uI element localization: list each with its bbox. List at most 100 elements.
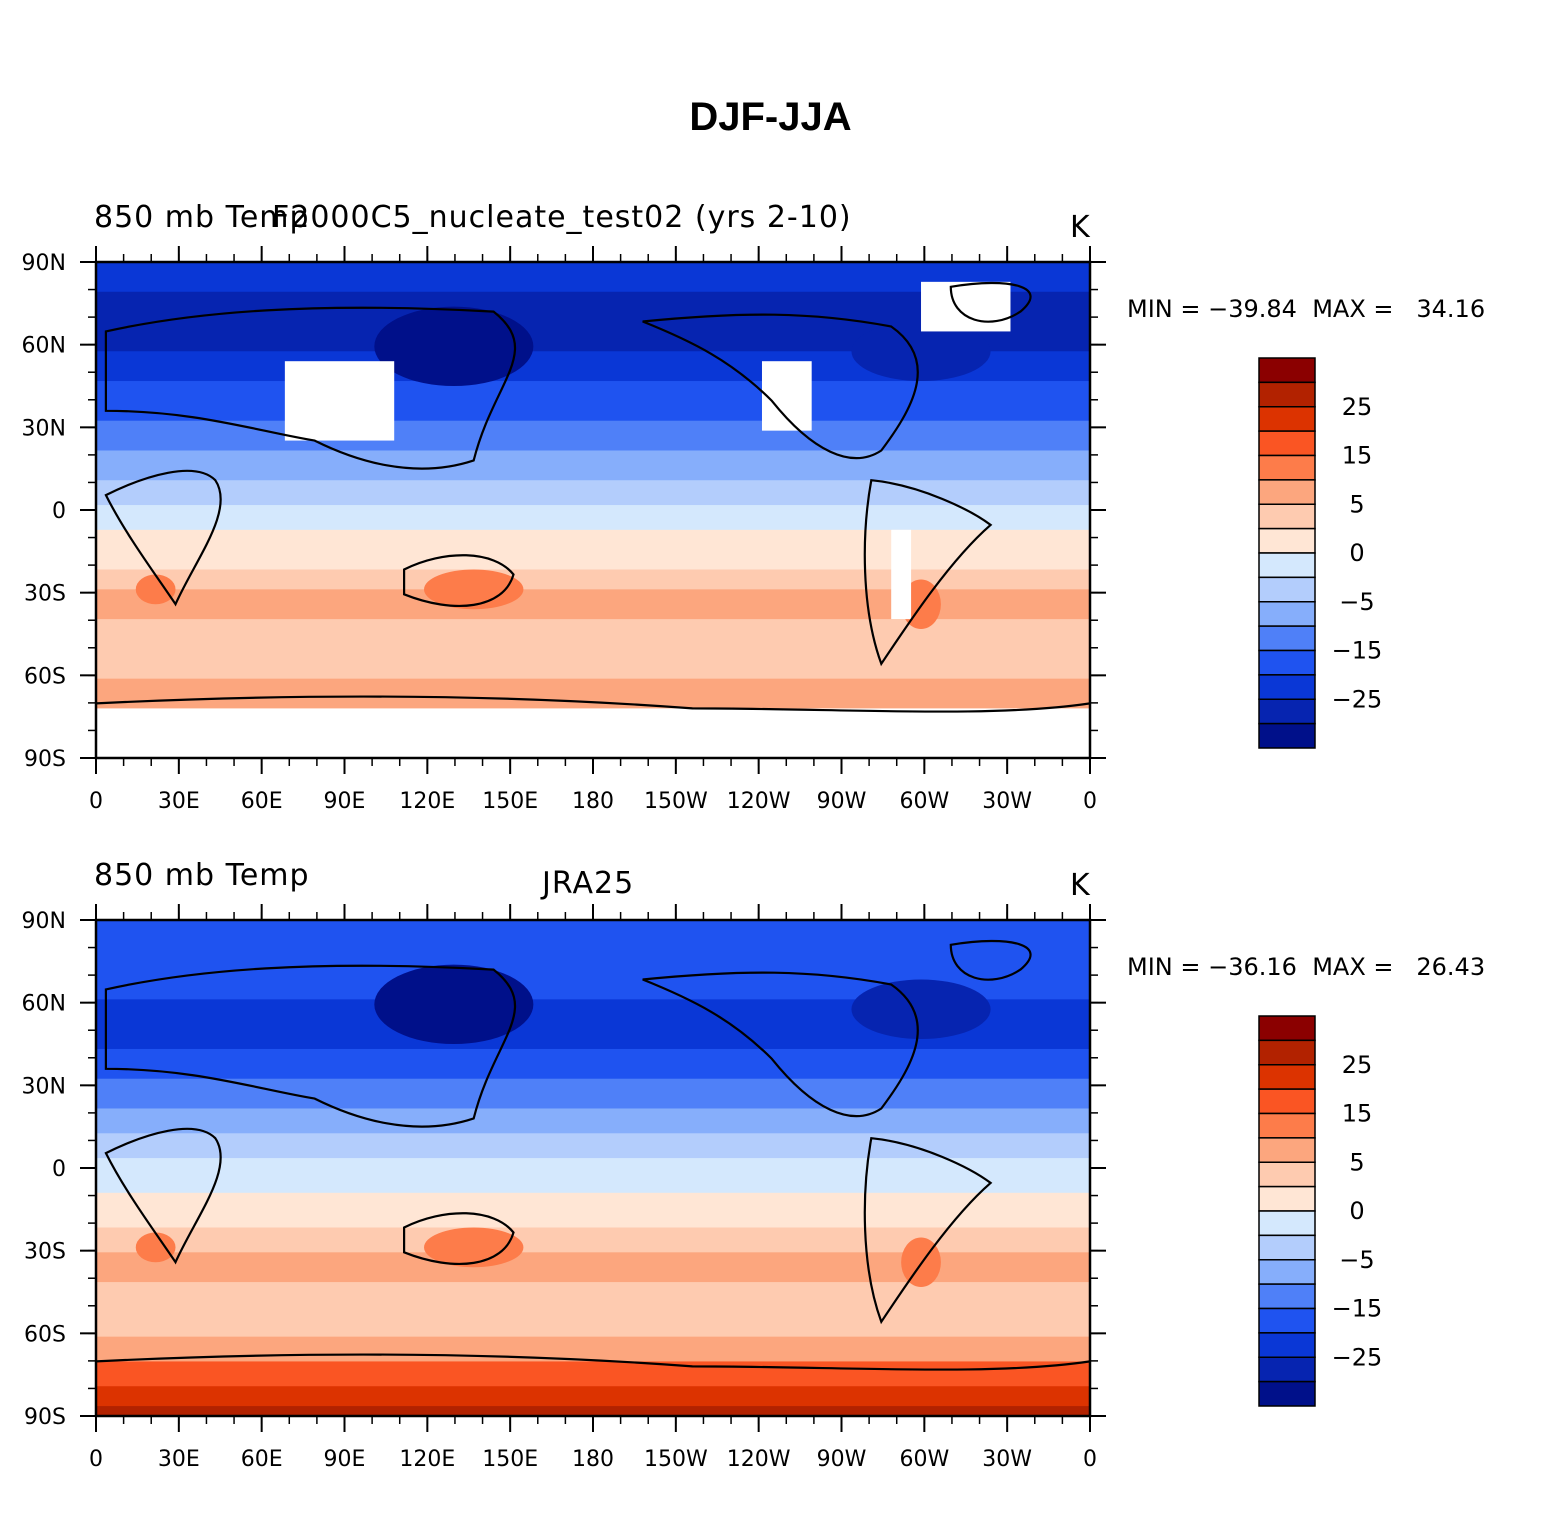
missing-greenland — [921, 281, 1011, 332]
colorbar-swatch — [1258, 1356, 1316, 1383]
panel-left-title: 850 mb Temp — [94, 200, 310, 235]
field-band — [96, 505, 1090, 531]
colorbar-swatch — [1258, 1064, 1316, 1090]
colorbar-label: −5 — [1339, 1246, 1374, 1274]
field-band — [96, 529, 1090, 571]
panel-left-title: 850 mb Temp — [94, 858, 310, 893]
coastline — [949, 939, 1032, 981]
colorbar-swatch — [1258, 1307, 1316, 1334]
lon-tick-label: 150E — [482, 789, 538, 814]
colorbar-label: 15 — [1342, 442, 1373, 470]
coastline — [104, 964, 517, 1128]
canada-cold-core — [851, 321, 991, 382]
colorbar-label: 15 — [1342, 1100, 1373, 1128]
siberia-cold-core — [374, 306, 534, 386]
max-label: MAX = 34.16 — [1312, 295, 1486, 323]
colorbar-swatch — [1258, 381, 1316, 408]
panel-units: K — [1070, 210, 1090, 245]
field-band — [96, 708, 1090, 759]
colorbar-swatch — [1258, 698, 1316, 725]
lon-tick-label: 120W — [727, 1447, 791, 1472]
lat-tick-label: 30N — [22, 1074, 66, 1099]
lat-tick-label: 0 — [52, 499, 66, 524]
lat-tick-label: 60N — [22, 334, 66, 359]
colorbar-swatch — [1258, 479, 1316, 505]
lon-tick-label: 90W — [817, 1447, 867, 1472]
field-band — [96, 1108, 1090, 1134]
map-panel: 0 30E 60E 90E 120E 150E 180 150W 120W 90W 60W 30W 09… — [22, 246, 1383, 814]
field-band — [96, 480, 1090, 506]
coastline — [403, 554, 515, 607]
colorbar-label: 25 — [1342, 1051, 1373, 1079]
lon-tick-label: 180 — [572, 789, 614, 814]
colorbar-swatch — [1258, 552, 1316, 579]
colorbar-label: 5 — [1349, 1148, 1364, 1176]
lat-tick-label: 90N — [22, 251, 66, 276]
lon-tick-label: 0 — [89, 789, 103, 814]
panel-units: K — [1070, 868, 1090, 903]
colorbar-swatch — [1258, 357, 1316, 384]
colorbar-swatch — [1258, 1161, 1316, 1188]
field-band — [96, 1227, 1090, 1253]
missing-rockies — [761, 361, 812, 431]
colorbar-label: 25 — [1342, 393, 1373, 421]
colorbar-swatch — [1258, 722, 1316, 749]
lon-tick-label: 90E — [324, 1447, 366, 1472]
field-band — [96, 1386, 1090, 1407]
panel-minmax: MIN = −39.84 MAX = 34.16 — [1127, 295, 1485, 323]
lon-tick-label: 60W — [899, 789, 949, 814]
lat-tick-label: 60S — [24, 664, 66, 689]
lon-tick-label: 0 — [89, 1447, 103, 1472]
missing-andes — [891, 529, 912, 620]
lon-tick-label: 30W — [982, 789, 1032, 814]
lon-tick-label: 120E — [399, 1447, 455, 1472]
australia-warm — [424, 1227, 524, 1268]
max-label: MAX = 26.43 — [1312, 953, 1486, 981]
colorbar-label: −5 — [1339, 588, 1374, 616]
colorbar-swatch — [1258, 625, 1316, 652]
siberia-cold-core — [374, 964, 534, 1044]
min-label: MIN = −39.84 — [1127, 295, 1297, 323]
lon-tick-label: 180 — [572, 1447, 614, 1472]
field-band — [96, 1336, 1090, 1362]
field-band — [96, 589, 1090, 620]
coastline — [863, 479, 993, 667]
colorbar-swatch — [1258, 1380, 1316, 1407]
lat-tick-label: 30S — [24, 1240, 66, 1265]
colorbar-swatch — [1258, 1137, 1316, 1163]
lat-tick-label: 30N — [22, 416, 66, 441]
lon-tick-label: 120E — [399, 789, 455, 814]
lon-tick-label: 60W — [899, 1447, 949, 1472]
coastline — [104, 469, 222, 607]
field-band — [96, 1078, 1090, 1109]
field-band — [96, 1361, 1090, 1387]
colorbar-label: −15 — [1332, 637, 1383, 665]
field-band — [96, 619, 1090, 680]
colorbar-label: −15 — [1332, 1295, 1383, 1323]
coastline — [95, 1353, 1091, 1371]
field-band — [96, 381, 1090, 422]
colorbar-swatch — [1258, 1112, 1316, 1139]
lon-tick-label: 90W — [817, 789, 867, 814]
coastline — [403, 1212, 515, 1265]
panel-center-title: JRA25 — [542, 866, 635, 901]
lat-tick-label: 60N — [22, 992, 66, 1017]
colorbar-swatch — [1258, 454, 1316, 481]
colorbar-swatch — [1258, 503, 1316, 530]
min-label: MIN = −36.16 — [1127, 953, 1297, 981]
coastline — [863, 1137, 993, 1325]
colorbar-swatch — [1258, 430, 1316, 457]
lon-tick-label: 150W — [644, 789, 708, 814]
figure-title: DJF-JJA — [689, 95, 852, 139]
field-band — [96, 569, 1090, 590]
field-band — [96, 1048, 1090, 1080]
lon-tick-label: 30E — [158, 789, 200, 814]
panel-model: 850 mb Temp F2000C5_nucleate_test02 (yrs… — [0, 0, 1541, 660]
colorbar-swatch — [1258, 1234, 1316, 1261]
lon-tick-label: 90E — [324, 789, 366, 814]
panel-center-title: F2000C5_nucleate_test02 (yrs 2-10) — [272, 200, 852, 235]
south-africa-warm — [135, 1232, 176, 1263]
lat-tick-label: 0 — [52, 1157, 66, 1182]
colorbar-label: −25 — [1332, 685, 1383, 713]
